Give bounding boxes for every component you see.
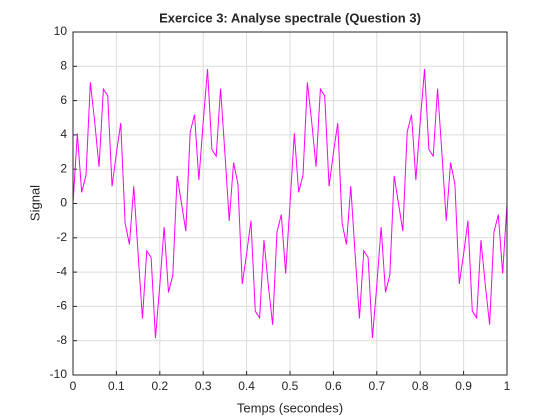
x-tick-label: 0.5 (282, 379, 299, 393)
x-tick-label: 0.4 (238, 379, 255, 393)
signal-line (72, 68, 508, 339)
y-tick-label: 8 (60, 58, 67, 72)
x-tick-label: 1 (504, 379, 511, 393)
x-tick-label: 0.8 (412, 379, 429, 393)
y-tick-label: -8 (56, 333, 67, 347)
x-tick-label: 0.9 (455, 379, 472, 393)
x-tick-label: 0.1 (108, 379, 125, 393)
y-axis-label: Signal (27, 185, 42, 221)
x-tick-label: 0.3 (195, 379, 212, 393)
x-tick-label: 0.6 (325, 379, 342, 393)
y-tick-label: 6 (60, 93, 67, 107)
axes-box (72, 31, 508, 376)
y-tick-label: -6 (56, 299, 67, 313)
y-tick-label: 2 (60, 161, 67, 175)
x-tick-label: 0.7 (368, 379, 385, 393)
chart-title: Exercice 3: Analyse spectrale (Question … (159, 10, 421, 25)
y-tick-label: 4 (60, 127, 67, 141)
y-tick-label: -4 (56, 264, 67, 278)
y-tick-label: -2 (56, 230, 67, 244)
y-tick-label: -10 (50, 367, 68, 381)
x-tick-label: 0.2 (151, 379, 168, 393)
x-axis-label: Temps (secondes) (237, 400, 343, 415)
x-tick-label: 0 (70, 379, 77, 393)
y-tick-label: 10 (54, 24, 68, 38)
y-tick-label: 0 (60, 196, 67, 210)
